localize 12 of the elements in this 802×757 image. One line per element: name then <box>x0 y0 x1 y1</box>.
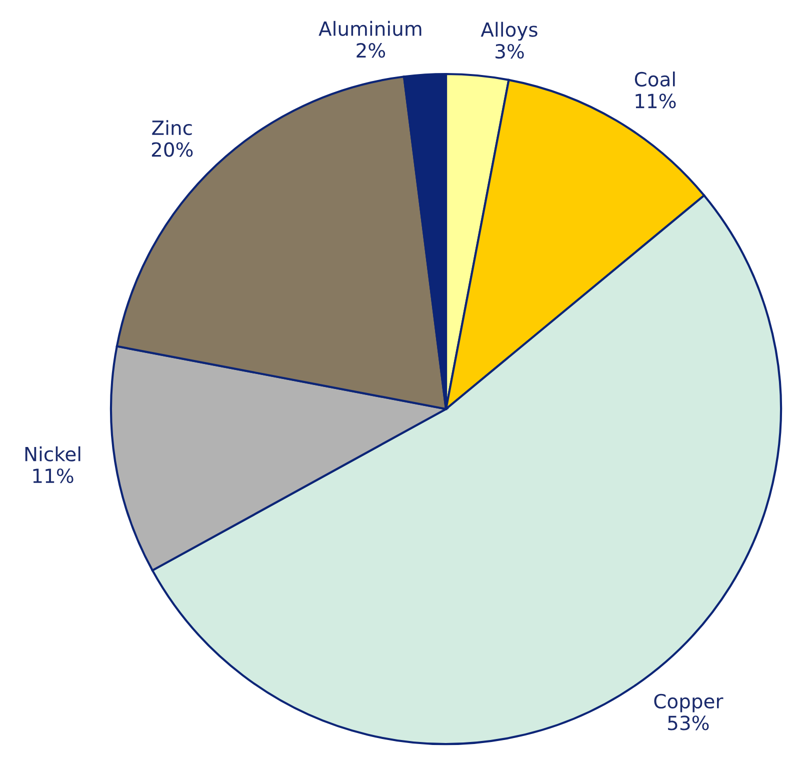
data-label: 53% <box>668 716 709 730</box>
data-label: 11% <box>33 468 74 484</box>
data-label: 11% <box>636 94 676 108</box>
slice-label: Coal <box>634 72 675 87</box>
slice-label: Aluminium <box>318 20 422 36</box>
data-label: 3% <box>496 44 524 59</box>
data-label: 2% <box>356 43 386 58</box>
slice-label: Nickel <box>25 446 80 462</box>
data-label: 20% <box>152 142 193 157</box>
slice-label: Alloys <box>480 22 538 41</box>
slice-label: Zinc <box>152 120 192 136</box>
slice-label: Copper <box>654 694 724 712</box>
